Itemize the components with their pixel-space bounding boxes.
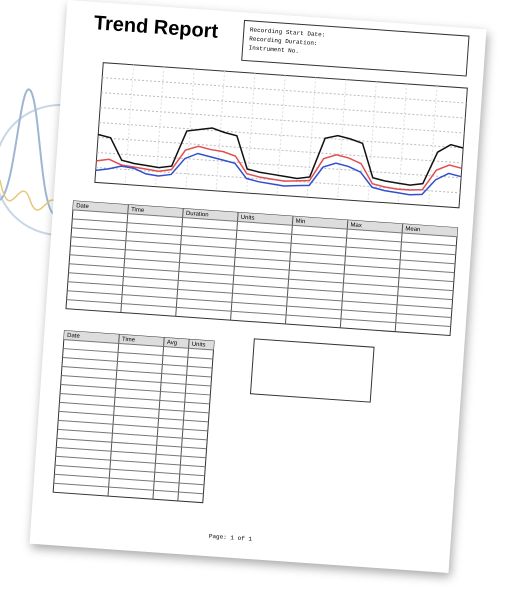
row-line — [69, 263, 454, 292]
row-line — [70, 236, 456, 265]
column-header: Min — [295, 219, 305, 226]
row-line — [63, 348, 213, 360]
column-header: Mean — [405, 226, 420, 233]
column-header: Time — [122, 337, 136, 344]
row-line — [60, 383, 211, 396]
row-line — [72, 209, 457, 238]
log-table: Date Time Avg Units — [52, 330, 215, 504]
summary-table: Date Time Duration Units Min Max Mean — [65, 200, 459, 337]
column-header: Avg — [167, 340, 178, 347]
series-line — [95, 152, 462, 196]
grid-line — [124, 64, 135, 185]
column-header: Units — [192, 342, 206, 349]
series-line — [98, 127, 464, 186]
row-line — [59, 401, 210, 414]
grid-line — [367, 81, 377, 202]
grid-line — [102, 77, 467, 104]
row-line — [53, 482, 204, 495]
row-line — [61, 366, 212, 378]
column-header: Max — [350, 222, 362, 229]
row-line — [68, 272, 453, 301]
row-line — [57, 428, 208, 441]
row-line — [67, 281, 452, 310]
row-line — [70, 245, 455, 274]
cursor-box — [249, 338, 375, 403]
row-line — [67, 290, 452, 319]
column-header: Units — [241, 215, 255, 222]
series-line — [96, 145, 462, 191]
row-line — [62, 357, 213, 369]
report: Trend Report Recording Start Date: Recor… — [52, 12, 470, 543]
info: Recording Duration: — [249, 35, 318, 47]
chart — [94, 62, 468, 209]
row-line — [69, 254, 454, 283]
footer: Page: 1 of 1 — [209, 533, 253, 543]
row-line — [54, 473, 205, 486]
column-header: Date — [67, 333, 81, 340]
row-line — [71, 227, 456, 256]
row-line — [63, 339, 214, 351]
header-row — [63, 330, 215, 351]
row-line — [61, 374, 211, 387]
row-line — [60, 392, 210, 405]
info: Instrument No. — [248, 44, 299, 55]
grid-line — [97, 136, 463, 164]
report-page: Trend Report Recording Start Date: Recor… — [29, 0, 487, 573]
column-header: Duration — [186, 211, 209, 219]
header-row — [72, 200, 458, 237]
title: Trend Report — [93, 12, 219, 43]
row-line — [66, 299, 451, 328]
grid-line — [185, 68, 195, 189]
row-line — [58, 419, 208, 432]
row-line — [55, 455, 206, 468]
row-line — [54, 464, 205, 477]
row-line — [56, 446, 206, 459]
column-header: Date — [76, 203, 90, 210]
info-box — [241, 19, 470, 77]
row-line — [58, 410, 209, 423]
column-header: Time — [131, 207, 145, 214]
row-line — [72, 218, 457, 247]
row-line — [56, 437, 207, 450]
